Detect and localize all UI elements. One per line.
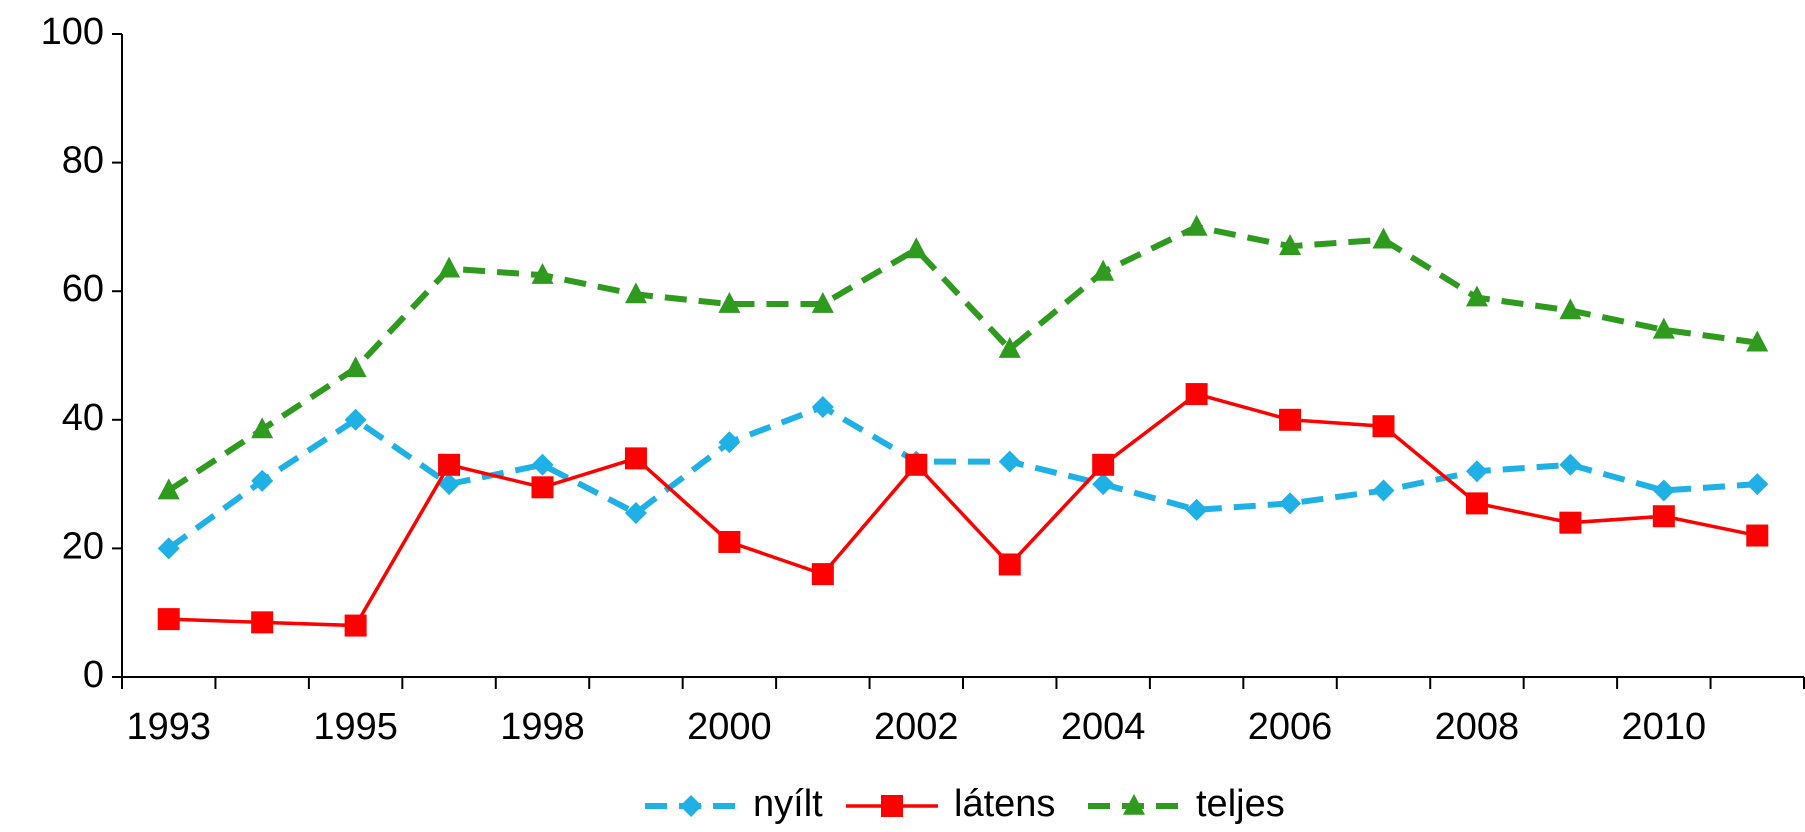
- diamond-marker: [1559, 453, 1582, 476]
- square-marker: [881, 795, 903, 817]
- x-tick-label: 2006: [1248, 706, 1333, 748]
- square-marker: [531, 476, 554, 499]
- square-marker: [438, 453, 461, 476]
- x-tick-label: 1998: [500, 706, 585, 748]
- square-marker: [1746, 524, 1769, 547]
- triangle-marker: [1279, 234, 1302, 255]
- triangle-marker: [1465, 285, 1488, 307]
- x-tick-label: 2000: [687, 706, 772, 748]
- square-marker: [811, 563, 834, 586]
- square-marker: [157, 608, 180, 631]
- y-tick-label: 60: [62, 268, 104, 310]
- square-marker: [1372, 415, 1395, 438]
- square-marker: [1279, 408, 1302, 431]
- diamond-marker: [1465, 460, 1488, 483]
- series-line: [167, 223, 1758, 494]
- square-marker: [1185, 383, 1208, 406]
- square-marker: [1092, 453, 1115, 476]
- y-tick-label: 0: [83, 654, 104, 696]
- triangle-marker: [1652, 317, 1675, 339]
- diamond-marker: [438, 473, 461, 496]
- diamond-marker: [1652, 479, 1675, 502]
- diamond-marker: [531, 453, 554, 476]
- series-line: [168, 392, 1758, 628]
- x-tick-label: 2008: [1435, 706, 1520, 748]
- triangle-marker: [1559, 298, 1582, 320]
- diamond-marker: [1372, 479, 1395, 502]
- y-tick-label: 20: [62, 525, 104, 567]
- triangle-marker: [811, 291, 834, 313]
- y-tick-label: 40: [62, 397, 104, 439]
- triangle-marker: [1372, 227, 1395, 249]
- diamond-marker: [1092, 473, 1115, 496]
- square-marker: [1465, 492, 1488, 515]
- legend-label: nyílt: [753, 783, 823, 825]
- triangle-marker: [905, 237, 928, 259]
- square-marker: [1559, 511, 1582, 534]
- square-marker: [1652, 505, 1675, 528]
- x-tick-label: 2010: [1622, 706, 1707, 748]
- legend-label: teljes: [1196, 783, 1285, 825]
- diamond-marker: [251, 469, 274, 492]
- diamond-marker: [1746, 473, 1769, 496]
- triangle-marker: [344, 356, 367, 378]
- diamond-marker: [718, 431, 741, 454]
- diamond-marker: [1185, 498, 1208, 521]
- square-marker: [998, 553, 1021, 576]
- x-tick-label: 2002: [874, 706, 959, 748]
- legend-label: látens: [954, 783, 1055, 825]
- series-line: [166, 403, 1758, 551]
- triangle-marker: [718, 291, 741, 313]
- square-marker: [905, 453, 928, 476]
- square-marker: [251, 611, 274, 634]
- diamond-marker: [157, 537, 180, 560]
- triangle-marker: [531, 263, 554, 284]
- triangle-marker: [438, 256, 461, 278]
- x-tick-label: 2004: [1061, 706, 1146, 748]
- x-tick-label: 1995: [313, 706, 398, 748]
- triangle-marker: [624, 282, 647, 304]
- square-marker: [624, 447, 647, 470]
- x-tick-label: 1993: [126, 706, 211, 748]
- triangle-marker: [157, 478, 180, 500]
- y-tick-label: 80: [62, 140, 104, 182]
- square-marker: [344, 614, 367, 637]
- diamond-marker: [1279, 492, 1302, 515]
- triangle-marker: [998, 336, 1021, 358]
- y-tick-label: 100: [41, 11, 104, 53]
- diamond-marker: [811, 395, 834, 418]
- triangle-marker: [1746, 330, 1769, 352]
- triangle-marker: [1185, 214, 1208, 236]
- diamond-marker: [624, 502, 647, 525]
- diamond-marker: [680, 795, 702, 817]
- diamond-marker: [998, 450, 1021, 473]
- triangle-marker: [1092, 259, 1115, 281]
- triangle-marker: [1123, 793, 1145, 815]
- square-marker: [718, 530, 741, 553]
- triangle-marker: [251, 417, 274, 439]
- diamond-marker: [344, 408, 367, 431]
